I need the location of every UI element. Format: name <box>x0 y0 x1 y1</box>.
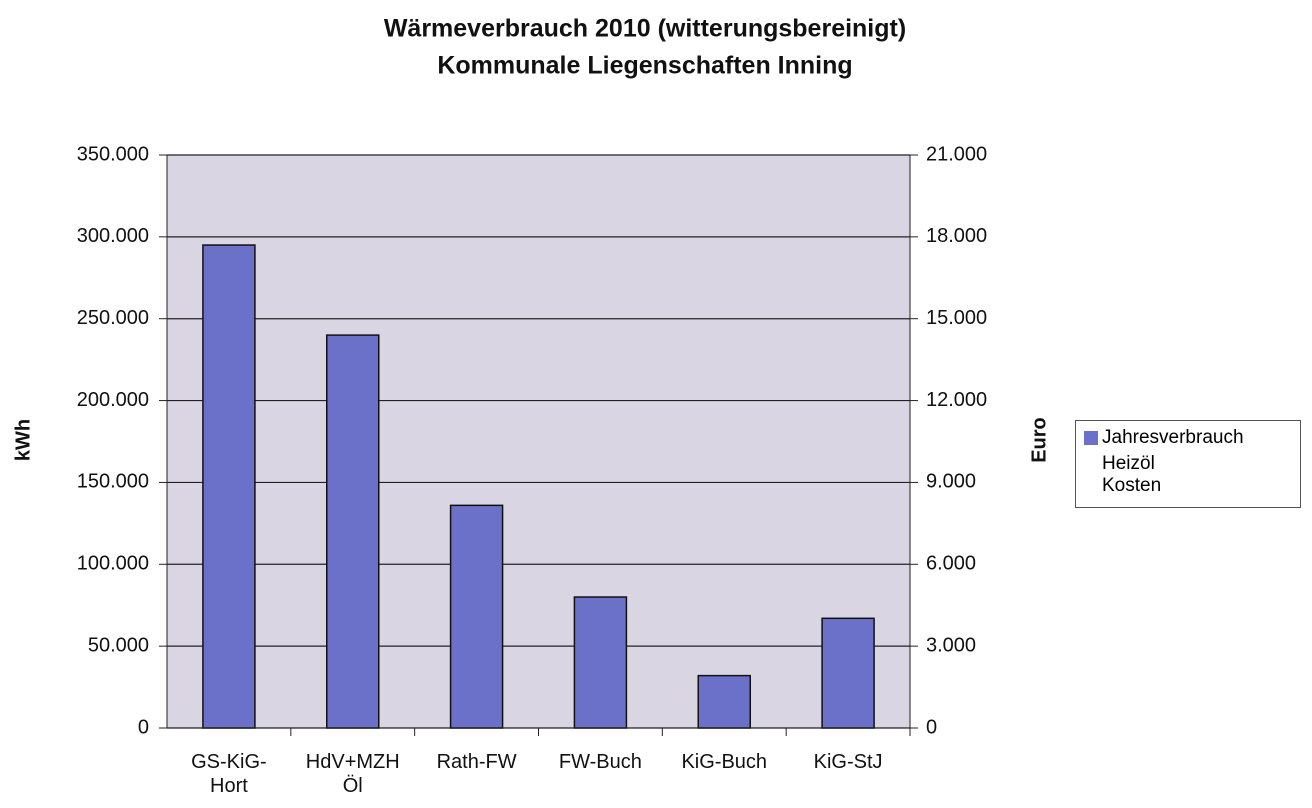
legend-item: Jahresverbrauch <box>1084 427 1292 449</box>
x-tick-label: KiG-StJ <box>813 751 883 773</box>
y-axis-label: kWh <box>12 419 34 461</box>
bar <box>326 334 380 729</box>
x-tick-label: FW-Buch <box>558 751 642 773</box>
chart-title: Wärmeverbrauch 2010 (witterungsbereinigt… <box>384 15 906 43</box>
y-tick-label: 350.000 <box>77 143 149 165</box>
y2-tick-label: 3.000 <box>926 634 976 656</box>
chart-subtitle: Kommunale Liegenschaften Inning <box>437 52 852 80</box>
y2-tick-label: 15.000 <box>926 307 987 329</box>
y-tick-label: 50.000 <box>88 634 149 656</box>
x-tick-label: KiG-Buch <box>681 751 768 773</box>
y-tick-label: 0 <box>138 716 149 738</box>
y-tick-label: 200.000 <box>77 389 149 411</box>
y2-tick-label: 6.000 <box>926 553 976 575</box>
bar <box>821 617 875 729</box>
y-tick-label: 100.000 <box>77 553 149 575</box>
legend: Jahresverbrauch Heizöl Kosten <box>1075 420 1301 508</box>
y2-tick-label: 12.000 <box>926 389 987 411</box>
y-tick-label: 150.000 <box>77 471 149 493</box>
legend-label: Heizöl Kosten <box>1102 453 1162 496</box>
y-tick-label: 250.000 <box>77 307 149 329</box>
y2-tick-label: 18.000 <box>926 225 987 247</box>
y2-tick-label: 21.000 <box>926 143 987 165</box>
bar <box>202 244 256 729</box>
x-tick-label: Rath-FW <box>436 751 517 773</box>
bar <box>697 674 751 729</box>
y-tick-label: 300.000 <box>77 225 149 247</box>
x-tick-label: GS-KiG-Hort <box>191 751 267 797</box>
y2-tick-label: 0 <box>926 716 937 738</box>
x-tick-label: HdV+MZH Öl <box>305 751 400 797</box>
plot-area <box>167 155 910 728</box>
legend-label: Jahresverbrauch <box>1102 427 1244 448</box>
legend-item: Heizöl Kosten <box>1084 453 1292 497</box>
bar <box>573 596 628 729</box>
y2-tick-label: 9.000 <box>926 471 976 493</box>
bar <box>449 504 504 729</box>
legend-swatch <box>1084 431 1098 445</box>
legend-swatch <box>1084 457 1098 471</box>
y2-axis-label: Euro <box>1028 417 1050 463</box>
